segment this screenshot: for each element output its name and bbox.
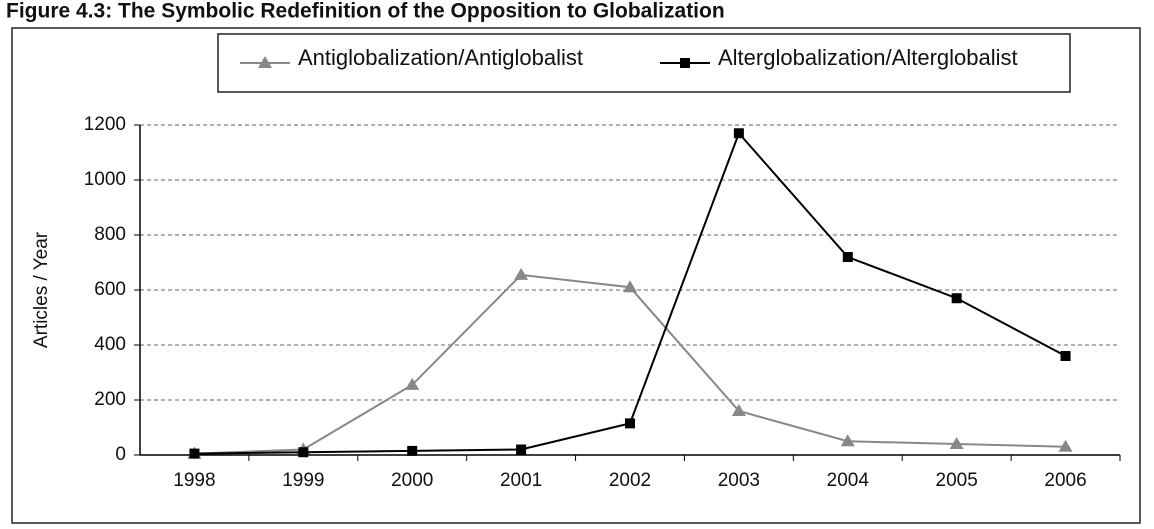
legend-label: Antiglobalization/Antiglobalist xyxy=(298,45,583,70)
y-tick-label: 1000 xyxy=(84,169,126,190)
y-tick-label: 0 xyxy=(115,444,126,465)
chart-frame xyxy=(11,27,1141,524)
y-tick-label: 800 xyxy=(94,224,126,245)
y-axis-label: Articles / Year xyxy=(31,231,52,348)
x-tick-label: 2003 xyxy=(718,470,760,491)
marker xyxy=(1058,439,1073,452)
chart-title: Figure 4.3: The Symbolic Redefinition of… xyxy=(6,0,725,23)
x-tick-label: 2006 xyxy=(1044,470,1086,491)
legend-label: Alterglobalization/Alterglobalist xyxy=(718,45,1018,70)
legend-box xyxy=(217,33,1071,93)
marker xyxy=(516,444,527,455)
marker xyxy=(623,280,637,293)
y-tick-label: 1200 xyxy=(84,114,126,135)
marker xyxy=(951,293,962,304)
marker xyxy=(625,418,635,429)
marker xyxy=(1060,351,1071,361)
series-line xyxy=(194,131,1067,455)
x-tick-label: 2002 xyxy=(609,470,651,491)
marker xyxy=(258,56,272,68)
x-tick-label: 1999 xyxy=(282,470,324,491)
marker xyxy=(514,267,529,280)
x-tick-label: 2000 xyxy=(391,470,433,491)
y-tick-label: 400 xyxy=(94,334,126,355)
marker xyxy=(405,377,420,390)
y-tick-label: 600 xyxy=(94,279,126,300)
marker xyxy=(298,447,309,458)
marker xyxy=(840,434,855,447)
marker xyxy=(949,437,964,449)
marker xyxy=(189,448,200,459)
marker xyxy=(733,128,744,139)
marker xyxy=(407,445,418,456)
marker xyxy=(731,404,746,416)
x-tick-label: 2004 xyxy=(827,470,870,491)
marker xyxy=(842,252,853,262)
x-tick-label: 2001 xyxy=(500,470,542,491)
x-tick-label: 2005 xyxy=(936,470,978,491)
x-tick-label: 1998 xyxy=(173,470,215,491)
y-tick-label: 200 xyxy=(94,389,126,410)
marker xyxy=(680,58,690,68)
